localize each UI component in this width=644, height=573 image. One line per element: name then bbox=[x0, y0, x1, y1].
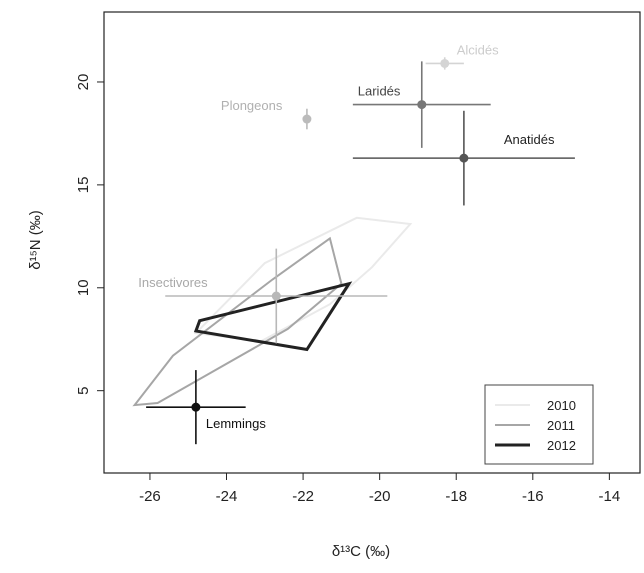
polygon-2010 bbox=[193, 216, 413, 343]
point-laridés: Laridés bbox=[352, 61, 491, 148]
point-anatidés: Anatidés bbox=[352, 110, 575, 206]
year-polygons bbox=[132, 216, 413, 407]
y-tick-label: 10 bbox=[75, 279, 92, 296]
point-marker bbox=[302, 114, 312, 124]
x-tick-label: -22 bbox=[292, 488, 314, 505]
legend: 2010 2011 2012 bbox=[484, 384, 594, 465]
y-tick-label: 20 bbox=[75, 74, 92, 91]
x-tick-label: -20 bbox=[369, 488, 391, 505]
y-axis-title: δ¹⁵N (‰) bbox=[27, 210, 44, 270]
point-lemmings: Lemmings bbox=[146, 370, 266, 445]
legend-label-2010: 2010 bbox=[547, 398, 576, 413]
x-tick-label: -16 bbox=[522, 488, 544, 505]
point-marker bbox=[417, 100, 427, 110]
point-label: Plongeons bbox=[221, 98, 283, 113]
x-tick-label: -14 bbox=[599, 488, 621, 505]
point-marker bbox=[459, 153, 469, 163]
x-tick-label: -18 bbox=[445, 488, 467, 505]
point-label: Lemmings bbox=[206, 416, 266, 431]
y-tick-label: 5 bbox=[75, 387, 92, 395]
point-alcidés: Alcidés bbox=[425, 42, 499, 70]
plot-frame bbox=[103, 11, 641, 474]
y-axis: 5 10 15 20 bbox=[75, 74, 104, 395]
legend-label-2012: 2012 bbox=[547, 438, 576, 453]
point-label: Anatidés bbox=[504, 132, 555, 147]
x-axis-title: δ¹³C (‰) bbox=[332, 543, 390, 560]
point-plongeons: Plongeons bbox=[221, 98, 312, 130]
point-label: Insectivores bbox=[138, 275, 208, 290]
x-tick-label: -26 bbox=[139, 488, 161, 505]
polygon-2012 bbox=[193, 281, 353, 352]
point-marker bbox=[271, 291, 281, 301]
legend-label-2011: 2011 bbox=[547, 418, 575, 433]
x-tick-label: -24 bbox=[216, 488, 238, 505]
y-tick-label: 15 bbox=[75, 177, 92, 194]
point-marker bbox=[191, 402, 201, 412]
point-label: Alcidés bbox=[457, 42, 499, 57]
point-marker bbox=[440, 58, 450, 68]
polygon-2011 bbox=[132, 236, 343, 407]
point-insectivores: Insectivores bbox=[138, 248, 388, 344]
point-label: Laridés bbox=[358, 84, 401, 99]
taxon-points: Anatidés Laridés Alcidés Plongeons Insectivo… bbox=[138, 42, 575, 445]
x-axis: -26 -24 -22 -20 -18 -16 -14 bbox=[139, 473, 620, 505]
